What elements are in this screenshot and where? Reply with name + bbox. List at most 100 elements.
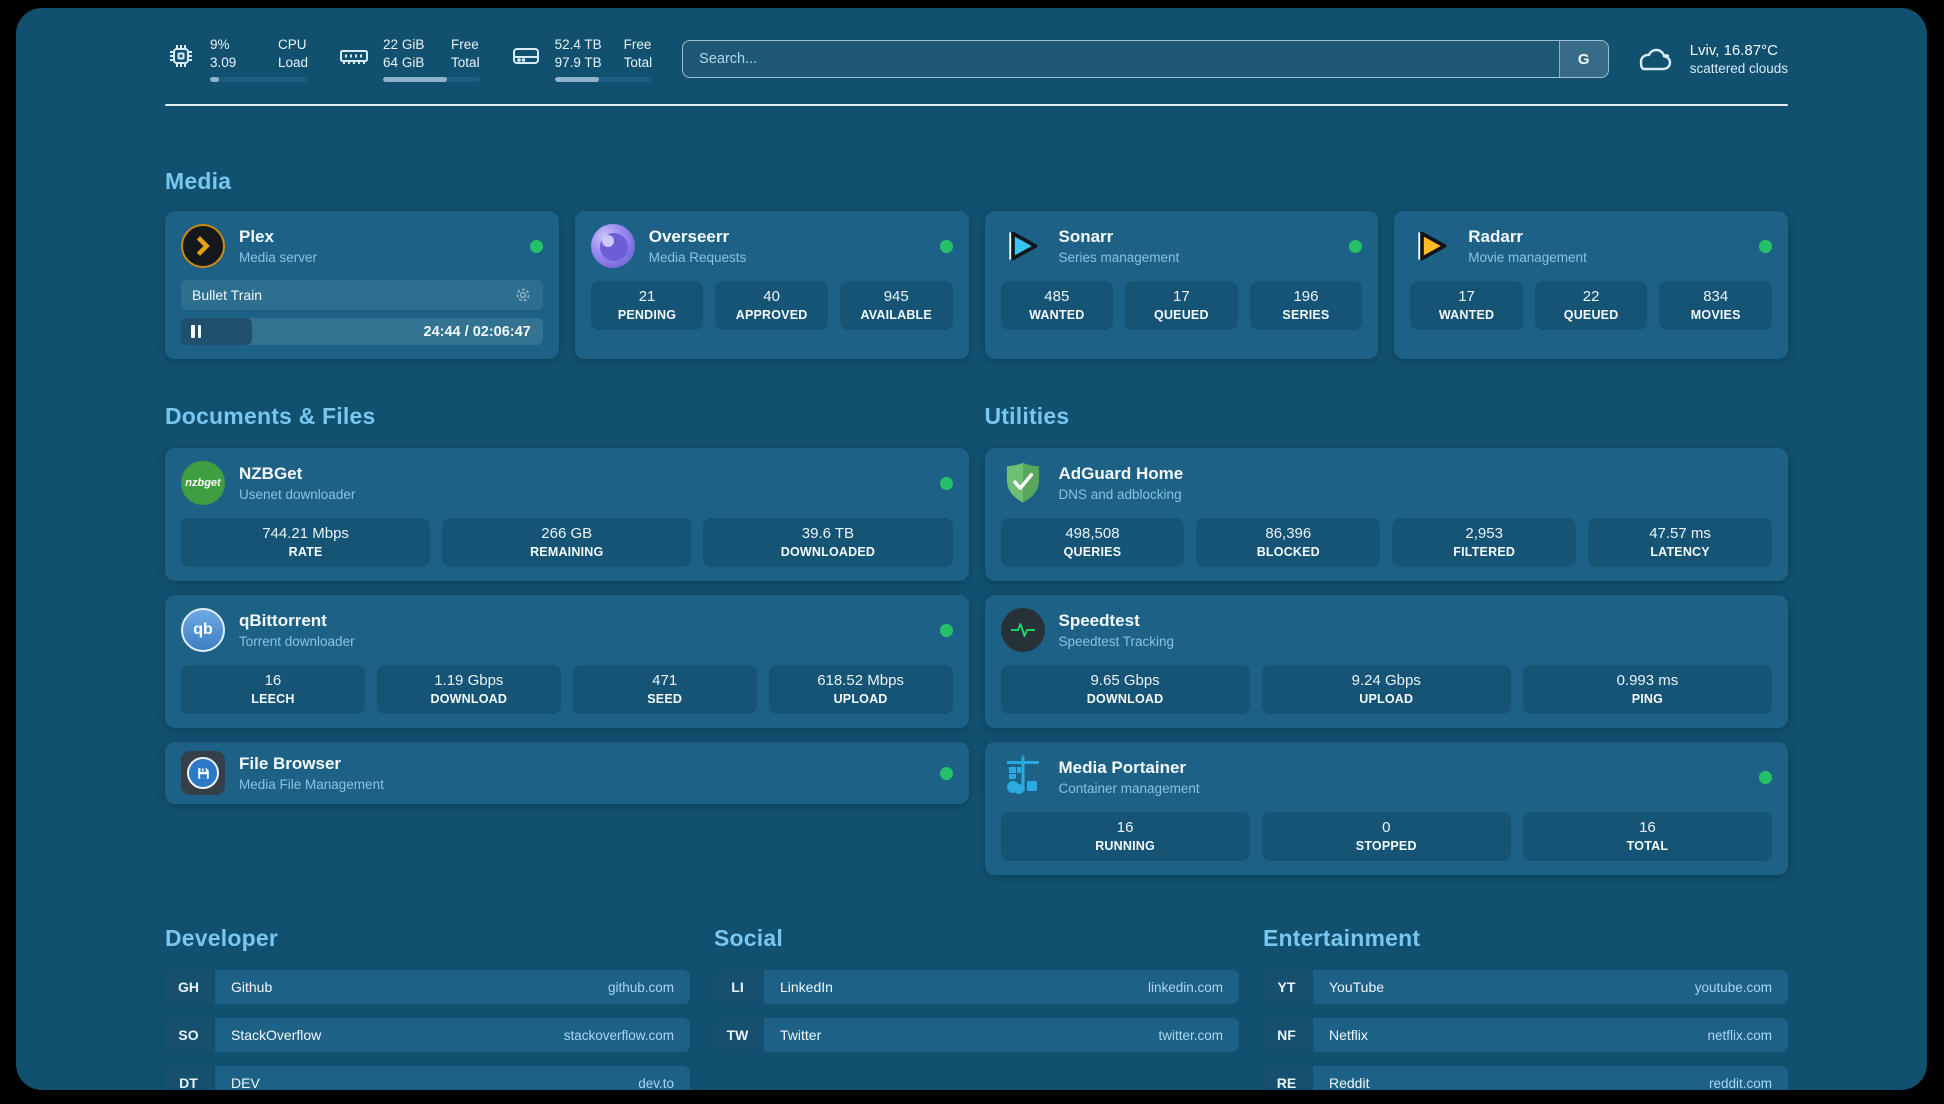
stat-tile: 471 SEED	[572, 665, 757, 714]
memory-progress-fill	[383, 77, 447, 82]
link-name: Github	[231, 979, 273, 995]
portainer-subtitle: Container management	[1058, 781, 1200, 796]
stat-tile: 16 TOTAL	[1522, 812, 1772, 861]
cpu-progress-track	[210, 77, 309, 82]
card-filebrowser[interactable]: File Browser Media File Management	[165, 742, 969, 804]
card-qbittorrent[interactable]: qb qBittorrent Torrent downloader 16 LEE…	[165, 595, 969, 728]
qbittorrent-status-dot	[939, 623, 953, 637]
disk-progress-fill	[554, 77, 600, 82]
portainer-logo-icon	[1001, 755, 1045, 799]
cpu-load-value: 3.09	[210, 55, 237, 70]
card-sonarr[interactable]: Sonarr Series management 485 WANTED 17 Q…	[984, 211, 1379, 359]
link-url: linkedin.com	[1147, 979, 1223, 995]
link-name: Reddit	[1329, 1075, 1370, 1090]
cpu-icon	[170, 45, 192, 67]
link-url: dev.to	[638, 1075, 674, 1091]
pause-icon[interactable]	[191, 325, 201, 338]
stat-tile: 9.24 Gbps UPLOAD	[1261, 665, 1511, 714]
filebrowser-status-dot	[939, 766, 953, 780]
link-netflix[interactable]: NF Netflix netflix.com	[1263, 1018, 1788, 1052]
link-stackoverflow[interactable]: SO StackOverflow stackoverflow.com	[165, 1018, 690, 1052]
radarr-subtitle: Movie management	[1468, 250, 1587, 265]
dashboard-surface: 9% 3.09 CPU Load	[16, 8, 1927, 1090]
disk-stat: 52.4 TB 97.9 TB Free Total	[510, 36, 653, 82]
section-title-utilities: Utilities	[984, 403, 1070, 429]
header: 9% 3.09 CPU Load	[165, 30, 1788, 88]
disk-free-value: 52.4 TB	[554, 37, 602, 52]
overseerr-logo-icon	[590, 224, 635, 268]
stat-tile: 40 APPROVED	[715, 281, 828, 330]
search-input[interactable]	[683, 41, 1559, 77]
stat-tile: 945 AVAILABLE	[839, 281, 953, 330]
disk-progress-track	[554, 77, 653, 82]
link-tag: GH	[165, 970, 212, 1004]
header-divider	[165, 104, 1788, 106]
cloud-icon	[1639, 48, 1671, 71]
overseerr-status-dot	[939, 239, 953, 253]
links-section-entertainment: Entertainment YT YouTube youtube.com NF …	[1263, 925, 1788, 1090]
section-title-documents: Documents & Files	[165, 403, 376, 429]
cpu-progress-fill	[210, 77, 219, 82]
link-reddit[interactable]: RE Reddit reddit.com	[1263, 1066, 1788, 1090]
stat-tile: 834 MOVIES	[1659, 281, 1772, 330]
card-nzbget[interactable]: nzbget NZBGet Usenet downloader 744.21 M…	[165, 448, 969, 581]
link-name: Netflix	[1329, 1027, 1368, 1043]
search-bar: G	[682, 40, 1609, 78]
adguard-subtitle: DNS and adblocking	[1058, 487, 1182, 502]
stat-tile: 0 STOPPED	[1261, 812, 1511, 861]
link-twitter[interactable]: TW Twitter twitter.com	[714, 1018, 1239, 1052]
stat-tile: 17 QUEUED	[1125, 281, 1238, 330]
disk-icon	[512, 48, 539, 64]
nzbget-logo-icon: nzbget	[181, 461, 225, 505]
stat-tile: 47.57 ms LATENCY	[1588, 518, 1772, 567]
card-portainer[interactable]: Media Portainer Container management 16 …	[984, 742, 1788, 875]
link-url: netflix.com	[1707, 1027, 1772, 1043]
section-title-media: Media	[165, 168, 232, 194]
nzbget-subtitle: Usenet downloader	[239, 487, 356, 502]
session-settings-icon[interactable]	[514, 286, 532, 304]
sonarr-logo-icon	[1001, 224, 1045, 268]
cpu-usage-label: CPU	[278, 37, 307, 52]
stat-tile: 744.21 Mbps RATE	[181, 518, 431, 567]
card-plex[interactable]: Plex Media server Bullet Train 24:44 / 0…	[165, 211, 559, 359]
link-name: Twitter	[780, 1027, 822, 1043]
link-linkedin[interactable]: LI LinkedIn linkedin.com	[714, 970, 1239, 1004]
radarr-title: Radarr	[1468, 227, 1524, 246]
stat-tile: 266 GB REMAINING	[442, 518, 692, 567]
link-name: YouTube	[1329, 979, 1385, 995]
link-name: LinkedIn	[780, 979, 833, 995]
link-dev[interactable]: DT DEV dev.to	[165, 1066, 690, 1090]
link-github[interactable]: GH Github github.com	[165, 970, 690, 1004]
plex-logo-icon	[181, 224, 225, 268]
cpu-load-label: Load	[278, 55, 309, 70]
link-tag: NF	[1263, 1018, 1310, 1052]
media-grid: Plex Media server Bullet Train 24:44 / 0…	[165, 211, 1788, 359]
memory-stat: 22 GiB 64 GiB Free Total	[338, 36, 480, 82]
stat-tile: 0.993 ms PING	[1522, 665, 1772, 714]
memory-free-label: Free	[451, 37, 479, 52]
links-section-developer: Developer GH Github github.com SO StackO…	[165, 925, 690, 1090]
link-url: github.com	[607, 979, 674, 995]
card-speedtest[interactable]: Speedtest Speedtest Tracking 9.65 Gbps D…	[984, 595, 1788, 728]
overseerr-subtitle: Media Requests	[648, 250, 747, 265]
filebrowser-title: File Browser	[239, 754, 342, 773]
speedtest-logo-icon	[1000, 608, 1045, 652]
links-section-social: Social LI LinkedIn linkedin.com TW Twitt…	[714, 925, 1239, 1090]
nzbget-title: NZBGet	[239, 464, 303, 483]
link-youtube[interactable]: YT YouTube youtube.com	[1263, 970, 1788, 1004]
ram-icon	[340, 50, 369, 64]
overseerr-title: Overseerr	[648, 227, 730, 246]
card-adguard[interactable]: AdGuard Home DNS and adblocking 498,508 …	[984, 448, 1788, 581]
utilities-column: Utilities AdGuard Home	[984, 359, 1788, 875]
system-stats: 9% 3.09 CPU Load	[165, 36, 653, 82]
speedtest-subtitle: Speedtest Tracking	[1058, 634, 1175, 649]
stat-tile: 16 RUNNING	[1000, 812, 1250, 861]
card-overseerr[interactable]: Overseerr Media Requests 21 PENDING 40 A…	[574, 211, 969, 359]
weather-condition: scattered clouds	[1689, 61, 1788, 76]
plex-status-dot	[529, 239, 543, 253]
search-engine-button[interactable]: G	[1558, 41, 1608, 77]
card-radarr[interactable]: Radarr Movie management 17 WANTED 22 QUE…	[1394, 211, 1788, 359]
documents-column: Documents & Files nzbget NZBGet Usenet d…	[165, 359, 969, 804]
radarr-status-dot	[1759, 239, 1772, 253]
link-url: twitter.com	[1158, 1027, 1223, 1043]
